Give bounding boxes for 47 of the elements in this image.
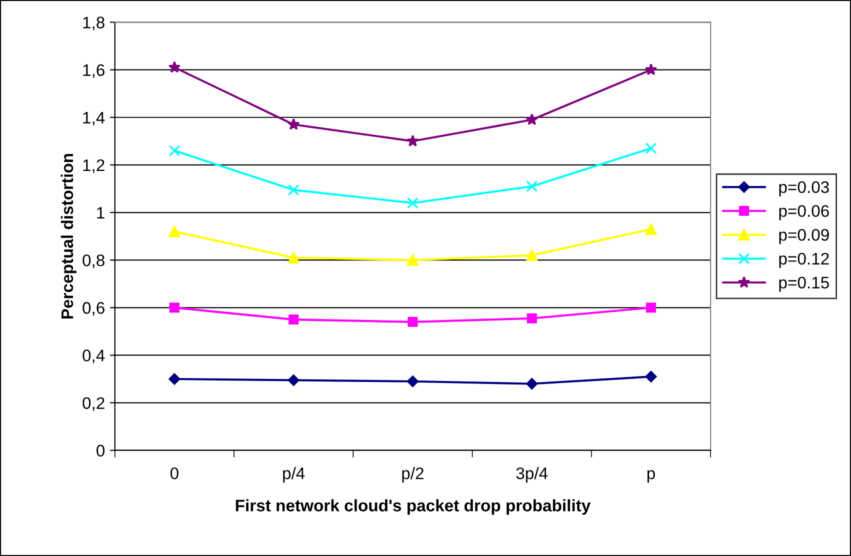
y-axis-title: Perceptual distortion [60, 154, 76, 319]
point [168, 144, 180, 156]
point [408, 316, 418, 327]
point [407, 197, 418, 209]
point [168, 61, 181, 73]
point [288, 314, 299, 325]
x-tick-label: p [647, 470, 655, 483]
y-tick-label: 1 [97, 207, 104, 219]
legend-label: p=0.12 [779, 252, 829, 268]
y-tick-label: 1,4 [83, 112, 105, 126]
point [287, 118, 300, 130]
x-tick-label: p/4 [283, 467, 305, 483]
x-tick-label: p/2 [402, 467, 424, 483]
y-tick-label: 0,8 [82, 254, 104, 268]
legend-label: p=0.06 [779, 205, 829, 220]
y-tick-label: 0,6 [82, 302, 104, 316]
point [526, 180, 538, 192]
point [646, 302, 656, 313]
x-axis-title: First network cloud's packet drop probability [236, 499, 591, 515]
legend-label: p=0.09 [779, 228, 829, 244]
point [645, 223, 657, 235]
point [644, 63, 658, 76]
point [288, 252, 300, 264]
point [526, 378, 538, 390]
point [526, 113, 538, 126]
point [407, 254, 418, 266]
point [168, 226, 180, 238]
y-tick-label: 1,6 [83, 64, 104, 78]
y-tick-label: 0 [96, 444, 105, 457]
point [168, 373, 180, 385]
x-tick-label: 0 [170, 467, 178, 480]
point [288, 184, 300, 196]
point [645, 370, 657, 382]
y-tick-label: 0,4 [82, 350, 105, 364]
point [288, 374, 300, 386]
y-tick-label: 1,8 [83, 16, 104, 30]
point [526, 250, 538, 262]
point [406, 376, 418, 388]
point [169, 302, 180, 313]
legend-label: p=0.03 [779, 181, 829, 196]
x-tick-label: 3p/4 [516, 467, 548, 483]
legend-label: p=0.15 [779, 276, 829, 292]
y-tick-label: 0,2 [82, 397, 104, 411]
point [406, 134, 419, 146]
point [645, 142, 657, 154]
y-tick-label: 1,2 [83, 159, 104, 174]
point [526, 313, 537, 324]
